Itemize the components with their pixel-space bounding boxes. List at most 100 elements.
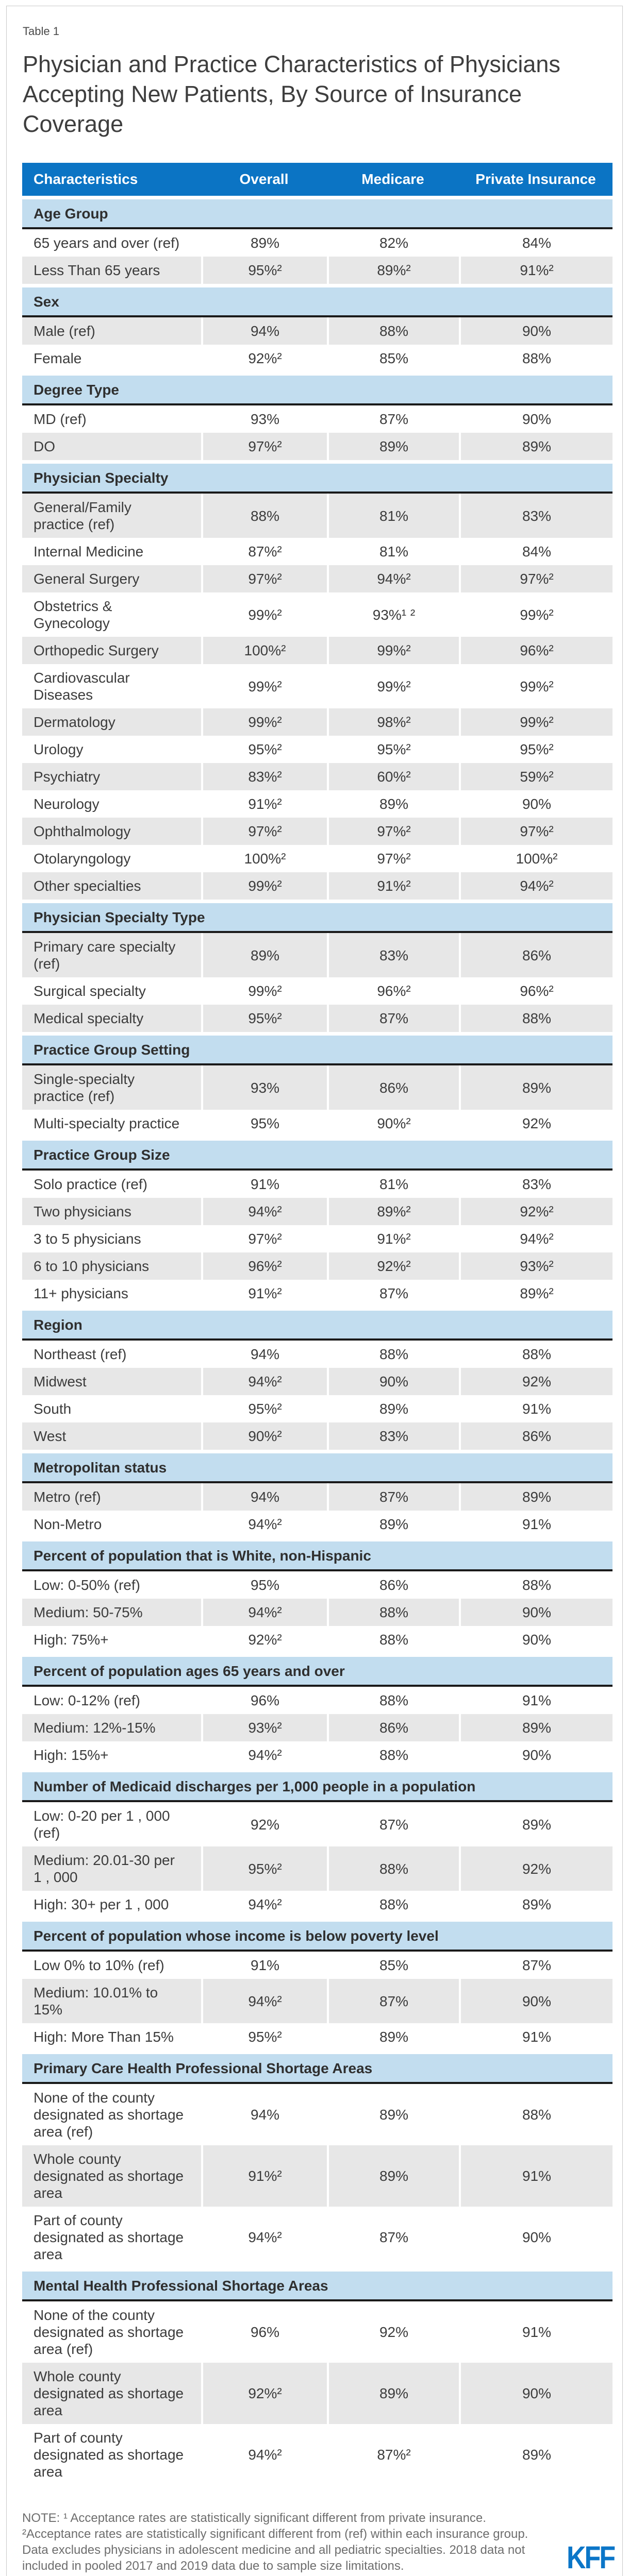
row-label: High: More Than 15%: [22, 2023, 201, 2050]
cell-value: 91%: [201, 1952, 327, 1979]
table-row: Whole county designated as shortage area…: [22, 2363, 613, 2424]
cell-value: 91%: [459, 1511, 613, 1538]
cell-value: 91%: [459, 1395, 613, 1422]
cell-value: 97%²: [201, 818, 327, 845]
row-label: South: [22, 1395, 201, 1422]
cell-value: 87%: [327, 1280, 459, 1307]
cell-value: 88%: [327, 317, 459, 345]
table-row: Low: 0-20 per 1 , 000 (ref) 92% 87% 89%: [22, 1802, 613, 1846]
cell-value: 89%: [201, 229, 327, 257]
section-gap: [22, 1918, 613, 1922]
cell-value: 87%²: [201, 538, 327, 565]
section-header: Number of Medicaid discharges per 1,000 …: [22, 1772, 613, 1802]
section-header-row: Region: [22, 1311, 613, 1341]
cell-value: 89%: [327, 1395, 459, 1422]
table-body: Age Group 65 years and over (ref) 89% 82% 84…: [22, 196, 613, 2485]
row-label: None of the county designated as shortag…: [22, 2084, 201, 2145]
cell-value: 92%: [201, 1802, 327, 1846]
row-label: Single-specialty practice (ref): [22, 1065, 201, 1110]
row-label: Midwest: [22, 1368, 201, 1395]
cell-value: 88%: [459, 1571, 613, 1599]
cell-value: 83%: [327, 933, 459, 977]
section-header-row: Sex: [22, 287, 613, 317]
table-row: Medium: 50-75% 94%² 88% 90%: [22, 1599, 613, 1626]
cell-value: 81%: [327, 494, 459, 538]
table-row: Part of county designated as shortage ar…: [22, 2207, 613, 2268]
table-row: None of the county designated as shortag…: [22, 2084, 613, 2145]
table-row: 11+ physicians 91%² 87% 89%²: [22, 1280, 613, 1307]
table-row: General Surgery 97%² 94%² 97%²: [22, 565, 613, 592]
section-header: Practice Group Setting: [22, 1036, 613, 1065]
cell-value: 86%: [459, 933, 613, 977]
cell-value: 97%²: [201, 433, 327, 460]
table-header: Characteristics Overall Medicare Private…: [22, 163, 613, 196]
table-row: High: 15%+ 94%² 88% 90%: [22, 1741, 613, 1769]
table-row: Orthopedic Surgery 100%² 99%² 96%²: [22, 637, 613, 664]
cell-value: 91%²: [201, 2145, 327, 2207]
row-label: General Surgery: [22, 565, 201, 592]
row-label: Primary care specialty (ref): [22, 933, 201, 977]
table-row: Primary care specialty (ref) 89% 83% 86%: [22, 933, 613, 977]
cell-value: 95%²: [327, 736, 459, 763]
cell-value: 94%²: [201, 1741, 327, 1769]
table-row: Medical specialty 95%² 87% 88%: [22, 1005, 613, 1032]
cell-value: 98%²: [327, 708, 459, 736]
cell-value: 91%: [459, 2023, 613, 2050]
cell-value: 89%: [327, 790, 459, 818]
cell-value: 93%: [201, 405, 327, 433]
row-label: Whole county designated as shortage area: [22, 2145, 201, 2207]
row-label: Female: [22, 345, 201, 372]
cell-value: 93%²: [201, 1714, 327, 1741]
cell-value: 92%²: [201, 345, 327, 372]
column-header-medicare: Medicare: [327, 163, 459, 196]
cell-value: 94%²: [201, 1891, 327, 1918]
note-text: NOTE: ¹ Acceptance rates are statistical…: [22, 2511, 528, 2573]
section-header-row: Mental Health Professional Shortage Area…: [22, 2272, 613, 2301]
section-gap: [22, 372, 613, 376]
cell-value: 89%: [459, 1065, 613, 1110]
cell-value: 99%²: [201, 708, 327, 736]
row-label: Medium: 10.01% to 15%: [22, 1979, 201, 2023]
cell-value: 88%: [459, 345, 613, 372]
cell-value: 94%: [201, 2084, 327, 2145]
cell-value: 97%²: [201, 565, 327, 592]
cell-value: 99%²: [201, 872, 327, 900]
cell-value: 90%²: [327, 1110, 459, 1137]
row-label: West: [22, 1422, 201, 1450]
source-text: SOURCE: KFF analysis of 2017 & 2019 data…: [22, 2574, 544, 2576]
row-label: Neurology: [22, 790, 201, 818]
cell-value: 90%: [459, 405, 613, 433]
cell-value: 86%: [327, 1571, 459, 1599]
cell-value: 93%²: [459, 1252, 613, 1280]
row-label: Obstetrics & Gynecology: [22, 592, 201, 637]
row-label: High: 15%+: [22, 1741, 201, 1769]
cell-value: 94%: [201, 1341, 327, 1368]
row-label: Low: 0-20 per 1 , 000 (ref): [22, 1802, 201, 1846]
page-title: Physician and Practice Characteristics o…: [23, 51, 560, 137]
cell-value: 92%²: [201, 1626, 327, 1653]
cell-value: 96%²: [459, 637, 613, 664]
cell-value: 91%: [459, 2301, 613, 2363]
cell-value: 87%: [327, 1979, 459, 2023]
cell-value: 97%²: [459, 818, 613, 845]
row-label: None of the county designated as shortag…: [22, 2301, 201, 2363]
cell-value: 89%: [459, 1802, 613, 1846]
cell-value: 100%²: [201, 845, 327, 872]
section-header: Degree Type: [22, 376, 613, 405]
table-row: Two physicians 94%² 89%² 92%²: [22, 1198, 613, 1225]
table-row: Low: 0-12% (ref) 96% 88% 91%: [22, 1687, 613, 1714]
cell-value: 81%: [327, 538, 459, 565]
table-row: Urology 95%² 95%² 95%²: [22, 736, 613, 763]
table-row: Part of county designated as shortage ar…: [22, 2424, 613, 2485]
cell-value: 96%²: [459, 977, 613, 1005]
section-gap: [22, 1653, 613, 1657]
cell-value: 88%: [327, 1741, 459, 1769]
table-row: Internal Medicine 87%² 81% 84%: [22, 538, 613, 565]
section-header: Percent of population whose income is be…: [22, 1922, 613, 1952]
row-label: 6 to 10 physicians: [22, 1252, 201, 1280]
row-label: Low 0% to 10% (ref): [22, 1952, 201, 1979]
table-row: 6 to 10 physicians 96%² 92%² 93%²: [22, 1252, 613, 1280]
cell-value: 94%²: [201, 1198, 327, 1225]
row-label: Ophthalmology: [22, 818, 201, 845]
section-gap: [22, 2268, 613, 2272]
